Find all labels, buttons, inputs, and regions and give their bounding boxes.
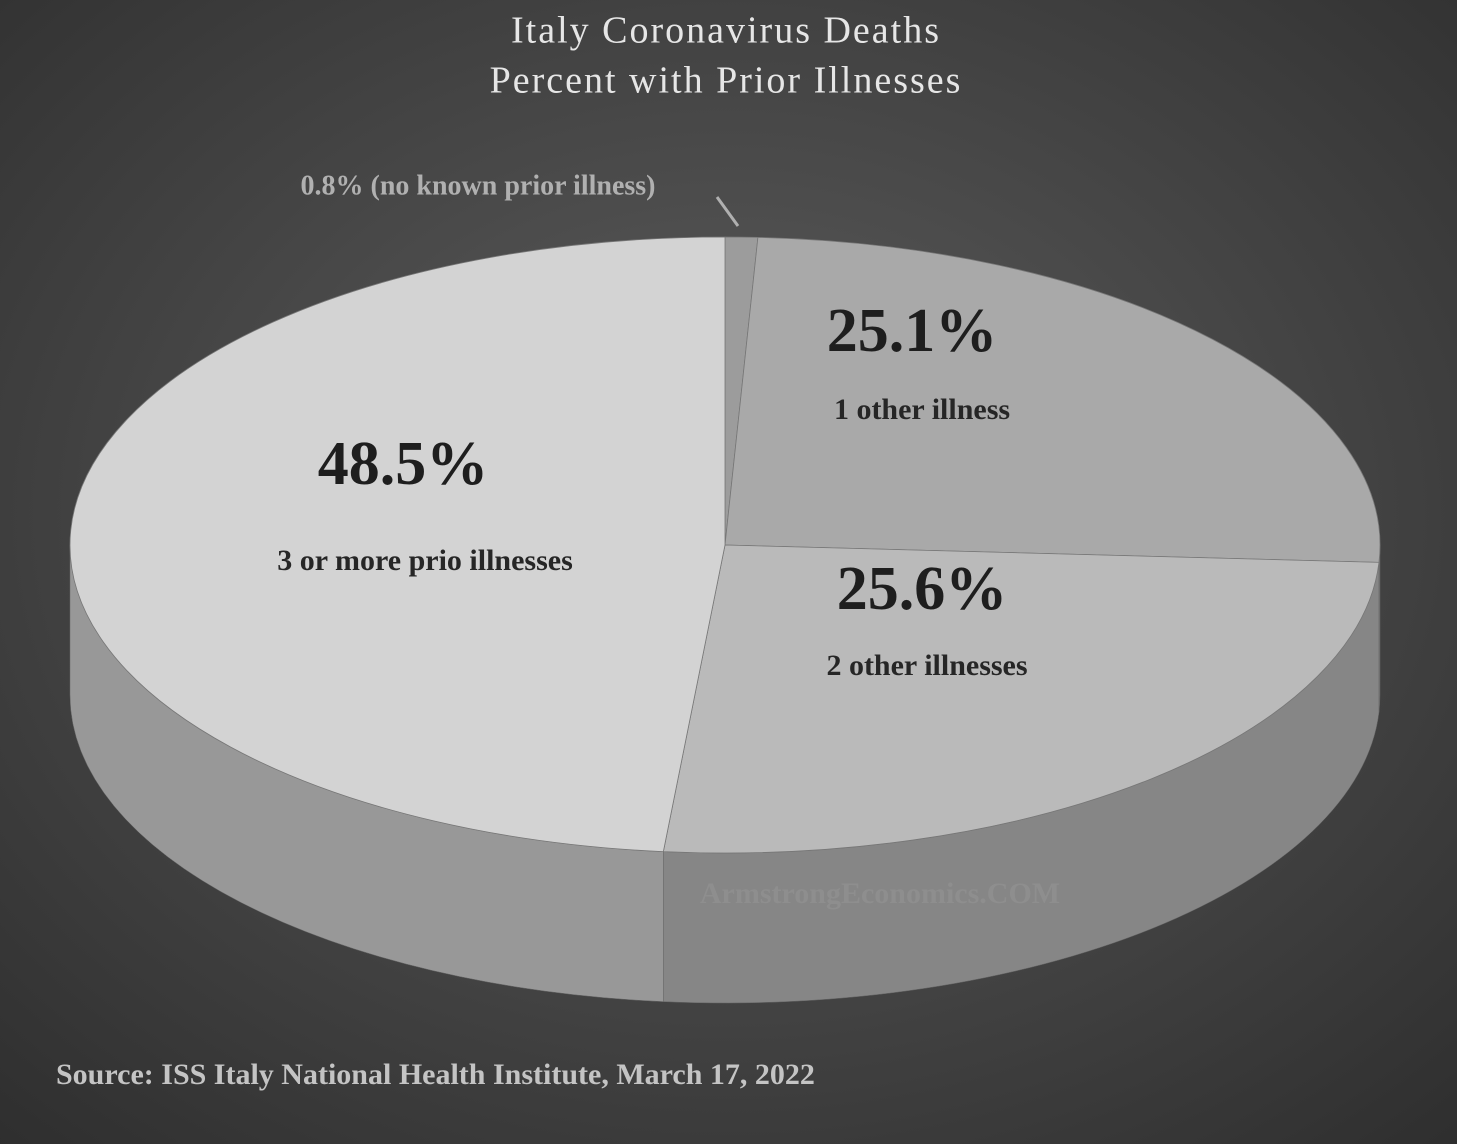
chart-title: Italy Coronavirus Deaths: [511, 10, 941, 52]
leader-line: [715, 196, 740, 227]
value-label: 48.5%: [318, 430, 489, 498]
pie-slice: [662, 544, 1380, 854]
source: Source: ISS Italy National Health Instit…: [56, 1058, 815, 1091]
chart-subtitle: Percent with Prior Illnesses: [490, 60, 963, 102]
pie-slice: [69, 236, 726, 853]
labels: 0.8% (no known prior illness) 25.1% 1 othe…: [277, 170, 1027, 681]
category-label: 3 or more prio illnesses: [277, 544, 573, 577]
pie-slice: [724, 236, 1381, 563]
category-label: 1 other illness: [834, 393, 1010, 426]
category-label: 2 other illnesses: [826, 649, 1027, 682]
value-label: 0.8% (no known prior illness): [301, 170, 656, 201]
value-label: 25.1%: [827, 297, 998, 365]
watermark: ArmstrongEconomics.COM: [700, 877, 1060, 910]
value-label: 25.6%: [837, 555, 1008, 623]
pie: [69, 236, 1381, 1004]
